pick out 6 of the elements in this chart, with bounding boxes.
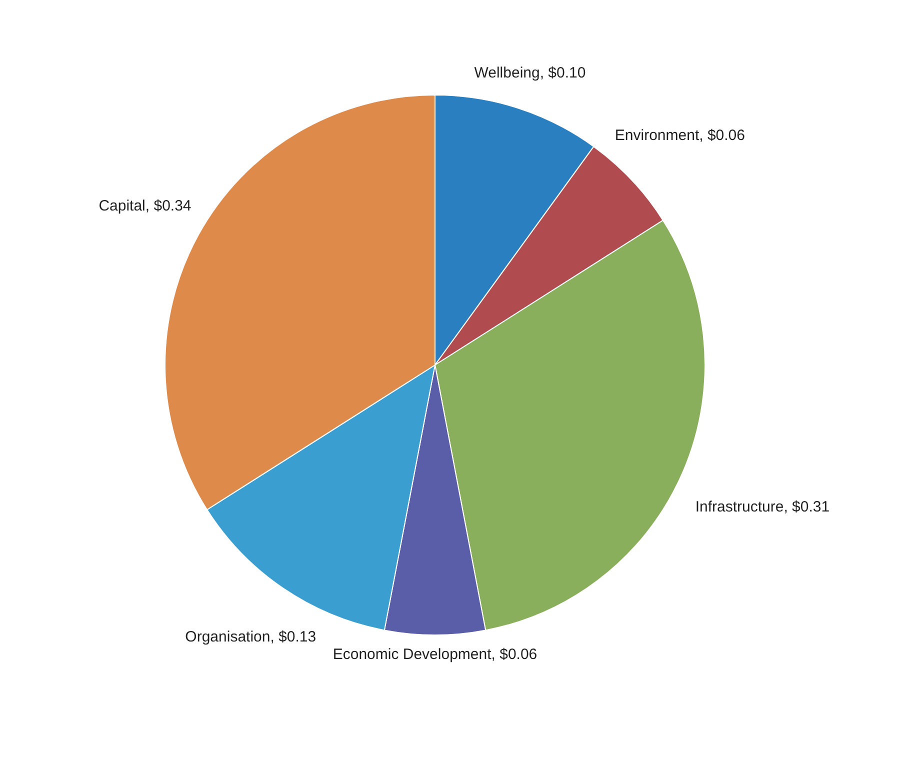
slice-label: Wellbeing, $0.10 (474, 64, 586, 82)
slice-label: Organisation, $0.13 (185, 628, 316, 646)
slice-label: Economic Development, $0.06 (332, 646, 538, 663)
slice-label: Capital, $0.34 (98, 198, 192, 215)
slice-label: Infrastructure, $0.31 (695, 498, 830, 516)
slice-label: Environment, $0.06 (614, 126, 745, 144)
